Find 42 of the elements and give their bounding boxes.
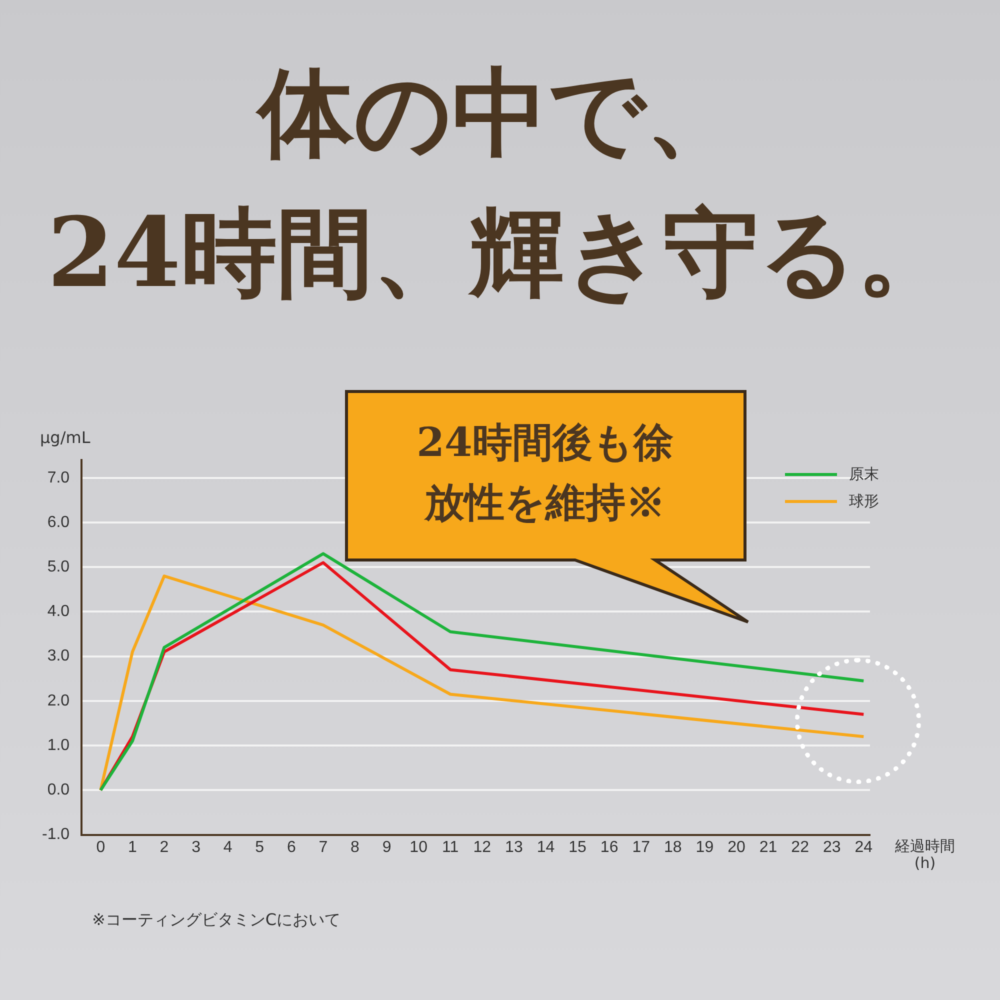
x-tick-label: 21 (759, 838, 778, 856)
y-tick-label: 1.0 (47, 736, 70, 754)
x-tick-label: 22 (791, 838, 810, 856)
y-tick-label: 4.0 (47, 603, 70, 620)
x-tick-label: 23 (822, 838, 841, 856)
x-tick-label: 20 (728, 838, 746, 856)
y-tick-label: 0.0 (47, 782, 70, 799)
x-tick-label: 13 (505, 838, 523, 856)
x-tick-label: 11 (442, 838, 459, 856)
x-tick-label: 14 (536, 838, 555, 856)
x-axis-title: 経過時間 (h) (895, 837, 955, 872)
x-tick-label: 4 (223, 838, 232, 856)
legend-label: 球形 (849, 492, 879, 511)
y-tick-label: 6.0 (47, 514, 70, 531)
x-tick-label: 3 (192, 838, 201, 856)
x-tick-label: 7 (318, 838, 328, 856)
x-tick-label: 17 (632, 838, 650, 856)
y-axis-title: μg/mL (40, 428, 90, 447)
x-tick-label: 15 (568, 838, 587, 856)
x-tick-label: 18 (664, 838, 682, 856)
x-tick-label: 24 (854, 838, 873, 856)
x-tick-label: 12 (473, 838, 492, 856)
x-tick-label: 19 (696, 838, 714, 856)
x-tick-label: 9 (382, 838, 392, 856)
x-tick-label: 6 (286, 838, 296, 856)
x-tick-label: 10 (410, 838, 428, 856)
x-tick-label: 1 (128, 838, 137, 856)
text: ※コーティングビタミンCにおいて (92, 910, 341, 931)
chart-title: 体の中で、 (254, 55, 743, 171)
y-tick-label: 3.0 (47, 648, 70, 665)
y-tick-label: 5.0 (47, 558, 70, 576)
y-tick-label: 2.0 (47, 692, 70, 710)
chart-subtitle: 24時間、輝き守る。 (46, 195, 954, 311)
y-tick-label: 7.0 (47, 469, 70, 486)
x-tick-label: 16 (600, 838, 618, 856)
x-tick-label: 2 (160, 838, 169, 856)
annotation: 24時間後も徐放性を維持※ (416, 418, 674, 528)
x-tick-label: 5 (255, 838, 264, 856)
y-tick-label: -1.0 (42, 826, 70, 844)
x-tick-label: 0 (96, 838, 106, 856)
legend-label: 原末 (849, 465, 879, 484)
x-tick-label: 8 (350, 838, 360, 856)
